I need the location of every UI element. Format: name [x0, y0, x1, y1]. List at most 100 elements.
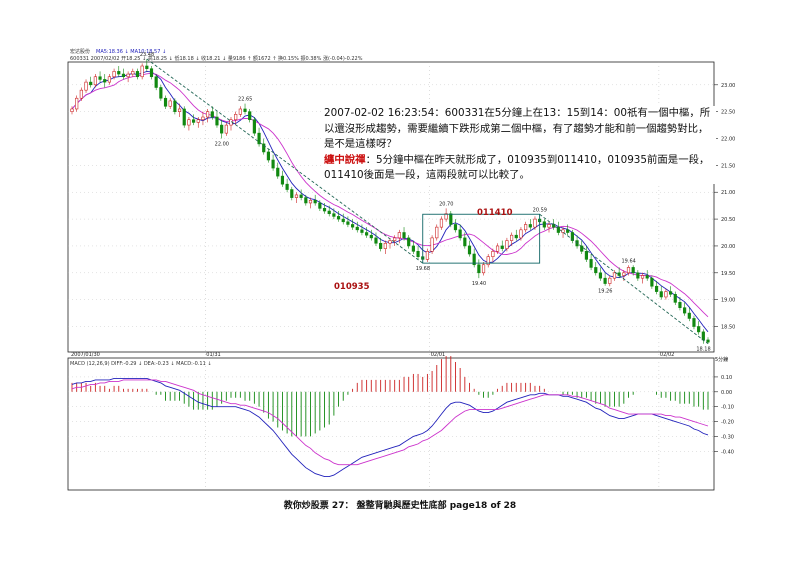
- macd-tick-label: -0.30: [721, 434, 734, 440]
- price-axis: 23.00 22.50 22.00 21.50 21.00 20.50 20.00 19.50…: [714, 83, 735, 331]
- macd-tick-label: 0.10: [721, 375, 732, 381]
- candle-body: [706, 339, 710, 343]
- candle-body: [173, 100, 177, 112]
- price-tick-label: 22.50: [721, 110, 735, 116]
- candle-body: [304, 197, 308, 204]
- candle-body: [112, 71, 116, 78]
- candle-body: [411, 245, 415, 252]
- ma10-line: [71, 72, 709, 318]
- candle-body: [210, 111, 214, 118]
- marker-010935: 010935: [334, 282, 370, 292]
- candle-body: [524, 224, 528, 231]
- dea-line: [71, 379, 709, 466]
- candle-body: [439, 218, 444, 228]
- candle-body: [79, 89, 83, 99]
- candle-body: [458, 229, 462, 239]
- price-label: 22.00: [215, 142, 229, 148]
- macd-tick-label: -0.40: [721, 449, 734, 455]
- candle-body: [154, 76, 158, 88]
- candle-body: [103, 79, 107, 83]
- candle-body: [280, 175, 285, 185]
- candle-body: [542, 221, 546, 228]
- candle-body: [636, 272, 640, 279]
- candle-body: [407, 237, 411, 247]
- candle-body: [608, 277, 612, 284]
- candle-body: [341, 218, 345, 223]
- candle-body: [266, 151, 270, 161]
- candle-body: [318, 202, 322, 209]
- candle-body: [215, 116, 219, 126]
- candle-body: [472, 253, 476, 266]
- candle-body: [220, 124, 224, 134]
- quote-readout: 600331 2007/02/02 开18.25 ↓ 高18.25 ↓ 低18.…: [70, 55, 363, 62]
- candle-body: [243, 108, 247, 112]
- candle-body: [276, 167, 280, 177]
- candle-body: [327, 210, 331, 215]
- candle-body: [678, 302, 682, 309]
- ma-readout: MA5:18.36 ↓ MA10:18.57 ↓: [96, 49, 166, 55]
- candle-body: [379, 242, 383, 249]
- candle-body: [98, 76, 102, 80]
- candle-body: [248, 111, 252, 121]
- candle-body: [159, 87, 163, 99]
- candle-body: [262, 143, 266, 153]
- candle-body: [117, 71, 121, 75]
- answer-text: ：5分鐘中樞在昨天就形成了，010935到011410，010935前面是一段，…: [324, 153, 710, 182]
- date-axis: 2007/01/30 01/31 02/01 02/02: [71, 352, 674, 358]
- candle-body: [369, 234, 373, 239]
- candle-body: [70, 108, 74, 112]
- candle-body: [566, 229, 570, 233]
- price-label: 19.64: [622, 258, 636, 264]
- candle-body: [505, 240, 509, 249]
- candle-body: [692, 318, 696, 327]
- candle-body: [126, 73, 130, 78]
- price-label: 19.68: [416, 266, 430, 272]
- candle-body: [177, 108, 182, 112]
- candle-body: [435, 226, 439, 239]
- candle-body: [547, 224, 551, 228]
- candle-body: [416, 251, 420, 257]
- candle-body: [491, 251, 495, 257]
- macd-lines: [71, 377, 709, 478]
- macd-panel-frame: [67, 357, 715, 491]
- candle-body: [580, 245, 584, 252]
- price-label: 20.70: [439, 201, 453, 207]
- candle-body: [486, 256, 490, 266]
- macd-axis: 0.10 0.00 -0.10 -0.20 -0.30 -0.40: [714, 375, 734, 455]
- price-tick-label: 19.00: [721, 298, 735, 304]
- price-label: 22.65: [238, 97, 252, 103]
- candle-body: [187, 119, 191, 126]
- candle-body: [388, 240, 392, 244]
- marker-011410: 011410: [477, 208, 513, 218]
- macd-histogram: [71, 356, 709, 437]
- candle-body: [163, 97, 168, 107]
- candle-body: [449, 213, 453, 225]
- candle-body: [168, 100, 172, 107]
- candle-body: [481, 264, 486, 274]
- macd-tick-label: 0.00: [721, 390, 732, 396]
- candle-body: [701, 331, 705, 341]
- candle-body: [234, 114, 238, 121]
- candle-body: [683, 307, 687, 314]
- candle-body: [528, 224, 532, 228]
- macd-readout: MACD (12,26,9) DIFF:-0.29 ↓ DEA:-0.23 ↓ …: [70, 361, 212, 367]
- candle-body: [673, 293, 677, 303]
- price-label: 23.48: [140, 52, 154, 58]
- price-label: 19.26: [598, 289, 612, 295]
- candle-body: [252, 119, 256, 134]
- annotation-question: 2007-02-02 16:23:54：600331在5分鐘上在13：15到14…: [324, 107, 711, 150]
- candlesticks: [70, 59, 710, 344]
- candle-body: [238, 108, 242, 115]
- candle-body: [206, 111, 210, 118]
- candle-body: [332, 213, 336, 217]
- candle-body: [145, 65, 149, 69]
- candle-body: [510, 234, 514, 241]
- candle-body: [570, 232, 574, 241]
- candle-body: [294, 194, 299, 198]
- candle-body: [425, 251, 429, 260]
- candle-body: [201, 116, 205, 121]
- price-label: 20.59: [533, 207, 547, 213]
- price-tick-label: 23.00: [721, 83, 735, 89]
- candle-body: [650, 277, 654, 287]
